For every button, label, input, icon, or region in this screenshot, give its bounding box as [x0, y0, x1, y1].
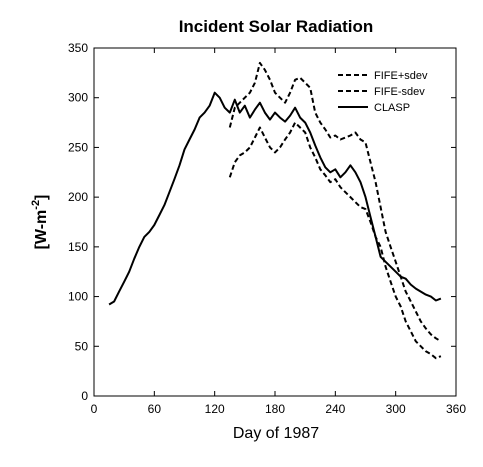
x-tick-label: 300 — [386, 402, 406, 416]
x-axis-label: Day of 1987 — [233, 425, 319, 442]
legend: FIFE+sdev FIFE-sdev CLASP — [338, 70, 428, 114]
legend-label-fife-minus-sdev: FIFE-sdev — [374, 86, 425, 98]
y-axis-label-superscript: -2 — [30, 200, 42, 210]
series-line-2 — [109, 93, 441, 305]
y-tick-label: 150 — [68, 240, 88, 254]
y-tick-label: 50 — [75, 339, 89, 353]
legend-label-fife-plus-sdev: FIFE+sdev — [374, 70, 428, 82]
legend-label-clasp: CLASP — [374, 102, 410, 114]
y-tick-label: 200 — [68, 190, 88, 204]
y-tick-label: 0 — [81, 389, 88, 403]
x-tick-label: 120 — [205, 402, 225, 416]
x-tick-label: 180 — [265, 402, 285, 416]
y-tick-label: 300 — [68, 91, 88, 105]
x-tick-label: 0 — [91, 402, 98, 416]
chart-title: Incident Solar Radiation — [179, 17, 374, 36]
x-tick-label: 240 — [325, 402, 345, 416]
y-axis-label: [W-m-2] — [30, 195, 50, 250]
y-tick-label: 250 — [68, 140, 88, 154]
x-tick-label: 360 — [446, 402, 466, 416]
plot-frame — [94, 48, 456, 396]
series-line-1 — [230, 123, 441, 359]
x-tick-label: 60 — [148, 402, 162, 416]
y-axis-label-main: [W-m — [33, 210, 50, 250]
y-tick-label: 100 — [68, 290, 88, 304]
y-tick-label: 350 — [68, 41, 88, 55]
y-axis-label-close: ] — [33, 195, 50, 200]
